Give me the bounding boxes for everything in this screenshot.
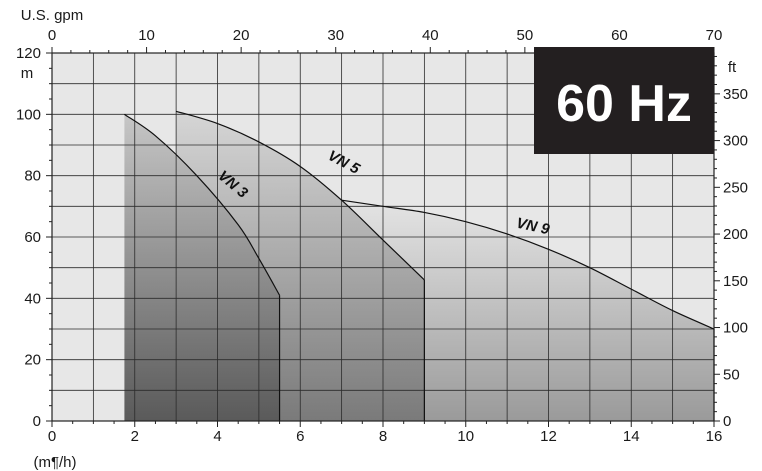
tick-label-right: 50 (723, 366, 740, 383)
tick-label-top: 50 (517, 27, 534, 44)
bottom-axis-unit: (m¶/h) (33, 454, 76, 471)
curve-label-vn-9: VN 9 (515, 215, 552, 239)
grid-lines (52, 53, 714, 421)
tick-label-right: 200 (723, 226, 748, 243)
tick-label-right: 250 (723, 179, 748, 196)
tick-label-bottom: 4 (213, 428, 221, 445)
tick-labels: 0 2 4 6 8 10 12 14 160 10 20 30 40 50 60 70020406080100… (16, 27, 748, 445)
tick-label-right: 350 (723, 86, 748, 103)
tick-label-left: 40 (24, 290, 41, 307)
tick-label-bottom: 6 (296, 428, 304, 445)
curve-vn-9 (341, 199, 715, 330)
area-vn-9 (341, 200, 714, 421)
tick-label-left: 80 (24, 168, 41, 185)
tick-label-left: 0 (33, 413, 41, 430)
tick-label-left: 20 (24, 352, 41, 369)
tick-label-bottom: 12 (540, 428, 557, 445)
tick-label-top: 40 (422, 27, 439, 44)
tick-label-bottom: 14 (623, 428, 640, 445)
tick-label-top: 60 (611, 27, 628, 44)
tick-label-bottom: 8 (379, 428, 387, 445)
tick-label-right: 100 (723, 320, 748, 337)
tick-label-top: 30 (327, 27, 344, 44)
tick-label-left: 60 (24, 229, 41, 246)
tick-label-top: 10 (138, 27, 155, 44)
curve-vn-5 (175, 110, 425, 281)
tick-label-left: 120 (16, 45, 41, 62)
frequency-badge (534, 47, 714, 154)
top-axis-unit: U.S. gpm (21, 7, 84, 24)
tick-label-bottom: 2 (131, 428, 139, 445)
tick-label-bottom: 16 (706, 428, 723, 445)
tick-label-bottom: 10 (457, 428, 474, 445)
tick-label-bottom: 0 (48, 428, 56, 445)
tick-label-top: 70 (706, 27, 723, 44)
tick-label-left: 100 (16, 106, 41, 123)
tick-label-right: 0 (723, 413, 731, 430)
frequency-badge-text: 60 Hz (556, 75, 692, 133)
left-axis-unit: m (21, 65, 34, 82)
right-axis-unit: ft (728, 59, 737, 76)
tick-label-right: 300 (723, 133, 748, 150)
tick-label-top: 0 (48, 27, 56, 44)
axis-ticks (46, 47, 720, 427)
tick-label-right: 150 (723, 273, 748, 290)
tick-label-top: 20 (233, 27, 250, 44)
curve-vn-3 (124, 113, 281, 296)
